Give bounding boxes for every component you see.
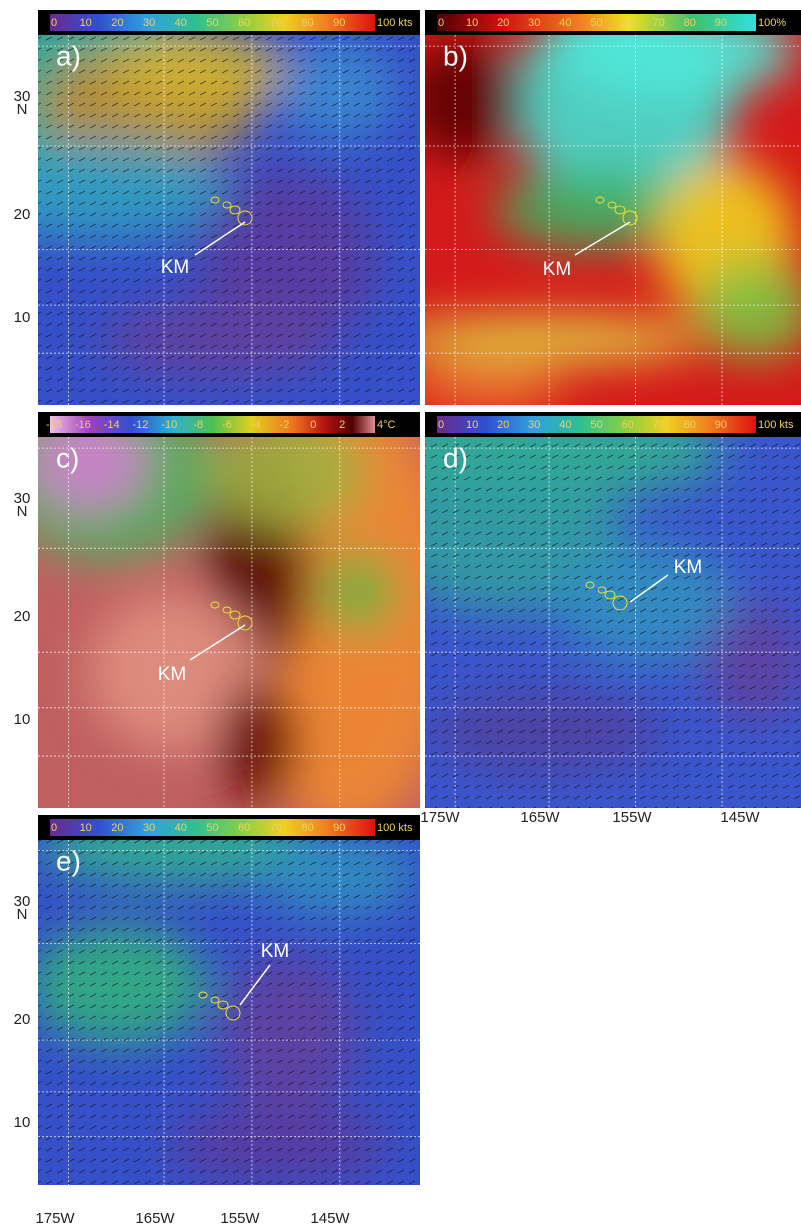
colorbar-label: 80 [684,419,696,431]
colorbar-label: 90 [333,822,345,834]
colorbar-label: 2 [339,419,345,431]
lon-label: 145W [310,1210,350,1227]
wind-vectors [38,840,420,1185]
colorbar-label: 90 [715,17,727,29]
colorbar-label: 60 [238,822,250,834]
colorbar-label: 50 [206,822,218,834]
colorbar-label: 20 [497,17,509,29]
colorbar-label: 60 [238,17,250,29]
colorbar-label: 90 [333,17,345,29]
panel-label: c) [56,442,79,473]
annotation: KM [161,257,190,278]
panel-label: d) [443,442,468,473]
lat-label: N [17,906,28,923]
map-panel: 0 10 20 30 40 50 60 70 80 90 100% b) KM [385,0,801,410]
colorbar-label: 4°C [377,419,396,431]
annotation: KM [543,259,572,280]
panel-label: a) [56,40,81,71]
colorbar-label: 40 [175,17,187,29]
lon-label: 165W [520,809,560,826]
colorbar-label: 0 [438,17,444,29]
wind-vectors [425,437,801,808]
colorbar-label: 70 [270,822,282,834]
figure: 0102030405060708090100 ktsa)KM30N2010010… [0,0,801,1228]
colorbar-label: 100 kts [758,419,794,431]
colorbar-label: 50 [590,419,602,431]
colorbar-label: -12 [133,419,149,431]
colorbar-label: -8 [193,419,203,431]
annotation: KM [158,664,187,685]
colorbar-label: 30 [528,17,540,29]
colorbar-label: 80 [301,822,313,834]
colorbar-label: 100 kts [377,17,413,29]
colorbar-label: 50 [206,17,218,29]
colorbar-label: 80 [684,17,696,29]
colorbar-label: -18 [46,419,62,431]
colorbar-label: 70 [270,17,282,29]
panel-label: b) [443,40,468,71]
colorbar-label: 0 [51,822,57,834]
colorbar-label: 40 [559,419,571,431]
lon-label: 165W [135,1210,175,1227]
colorbar-label: 60 [621,17,633,29]
colorbar-label: 20 [497,419,509,431]
color-blob [385,315,705,365]
colorbar-label: 0 [310,419,316,431]
colorbar-label: 40 [559,17,571,29]
colorbar-label: -10 [161,419,177,431]
lon-label: 155W [612,809,652,826]
colorbar-label: 30 [143,17,155,29]
map [28,805,420,1185]
colorbar-label: 100% [758,17,786,29]
colorbar-label: 30 [528,419,540,431]
colorbar-label: -6 [222,419,232,431]
colorbar-label: -2 [280,419,290,431]
colorbar-label: -14 [104,419,120,431]
colorbar-label: -16 [75,419,91,431]
lat-label: 10 [14,1114,31,1131]
lon-label: 175W [35,1210,75,1227]
lat-label: 20 [14,1011,31,1028]
panel-label: e) [56,845,81,876]
lat-label: N [17,101,28,118]
colorbar-label: 10 [466,17,478,29]
lon-label: 175W [420,809,460,826]
colorbar-label: 80 [301,17,313,29]
annotation: KM [674,557,703,578]
colorbar-label: 50 [590,17,602,29]
lat-label: 20 [14,608,31,625]
lat-label: 20 [14,206,31,223]
colorbar-label: 40 [175,822,187,834]
lat-label: 10 [14,711,31,728]
lon-label: 155W [220,1210,260,1227]
colorbar-label: 10 [80,17,92,29]
colorbar-label: 70 [653,17,665,29]
colorbar-label: -4 [251,419,261,431]
colorbar-label: 10 [80,822,92,834]
colorbar-label: 30 [143,822,155,834]
colorbar-label: 20 [111,822,123,834]
colorbar-label: 10 [466,419,478,431]
color-blob [405,370,565,410]
colorbar-label: 70 [653,419,665,431]
lat-label: N [17,503,28,520]
colorbar-label: 0 [51,17,57,29]
colorbar-label: 20 [111,17,123,29]
colorbar-label: 90 [715,419,727,431]
wind-vectors [38,35,420,405]
map-panel: -18 -16 -14 -12 -10 -8 -6 -4 -2 0 2 4°C c) KM 30 N 20 10 [0,382,458,832]
color-blob [318,552,398,632]
lon-label: 145W [720,809,760,826]
color-blob [218,682,298,802]
lat-label: 10 [14,309,31,326]
colorbar [50,416,375,433]
colorbar-label: 0 [438,419,444,431]
annotation: KM [261,941,290,962]
colorbar-label: 60 [621,419,633,431]
colorbar-label: 100 kts [377,822,413,834]
